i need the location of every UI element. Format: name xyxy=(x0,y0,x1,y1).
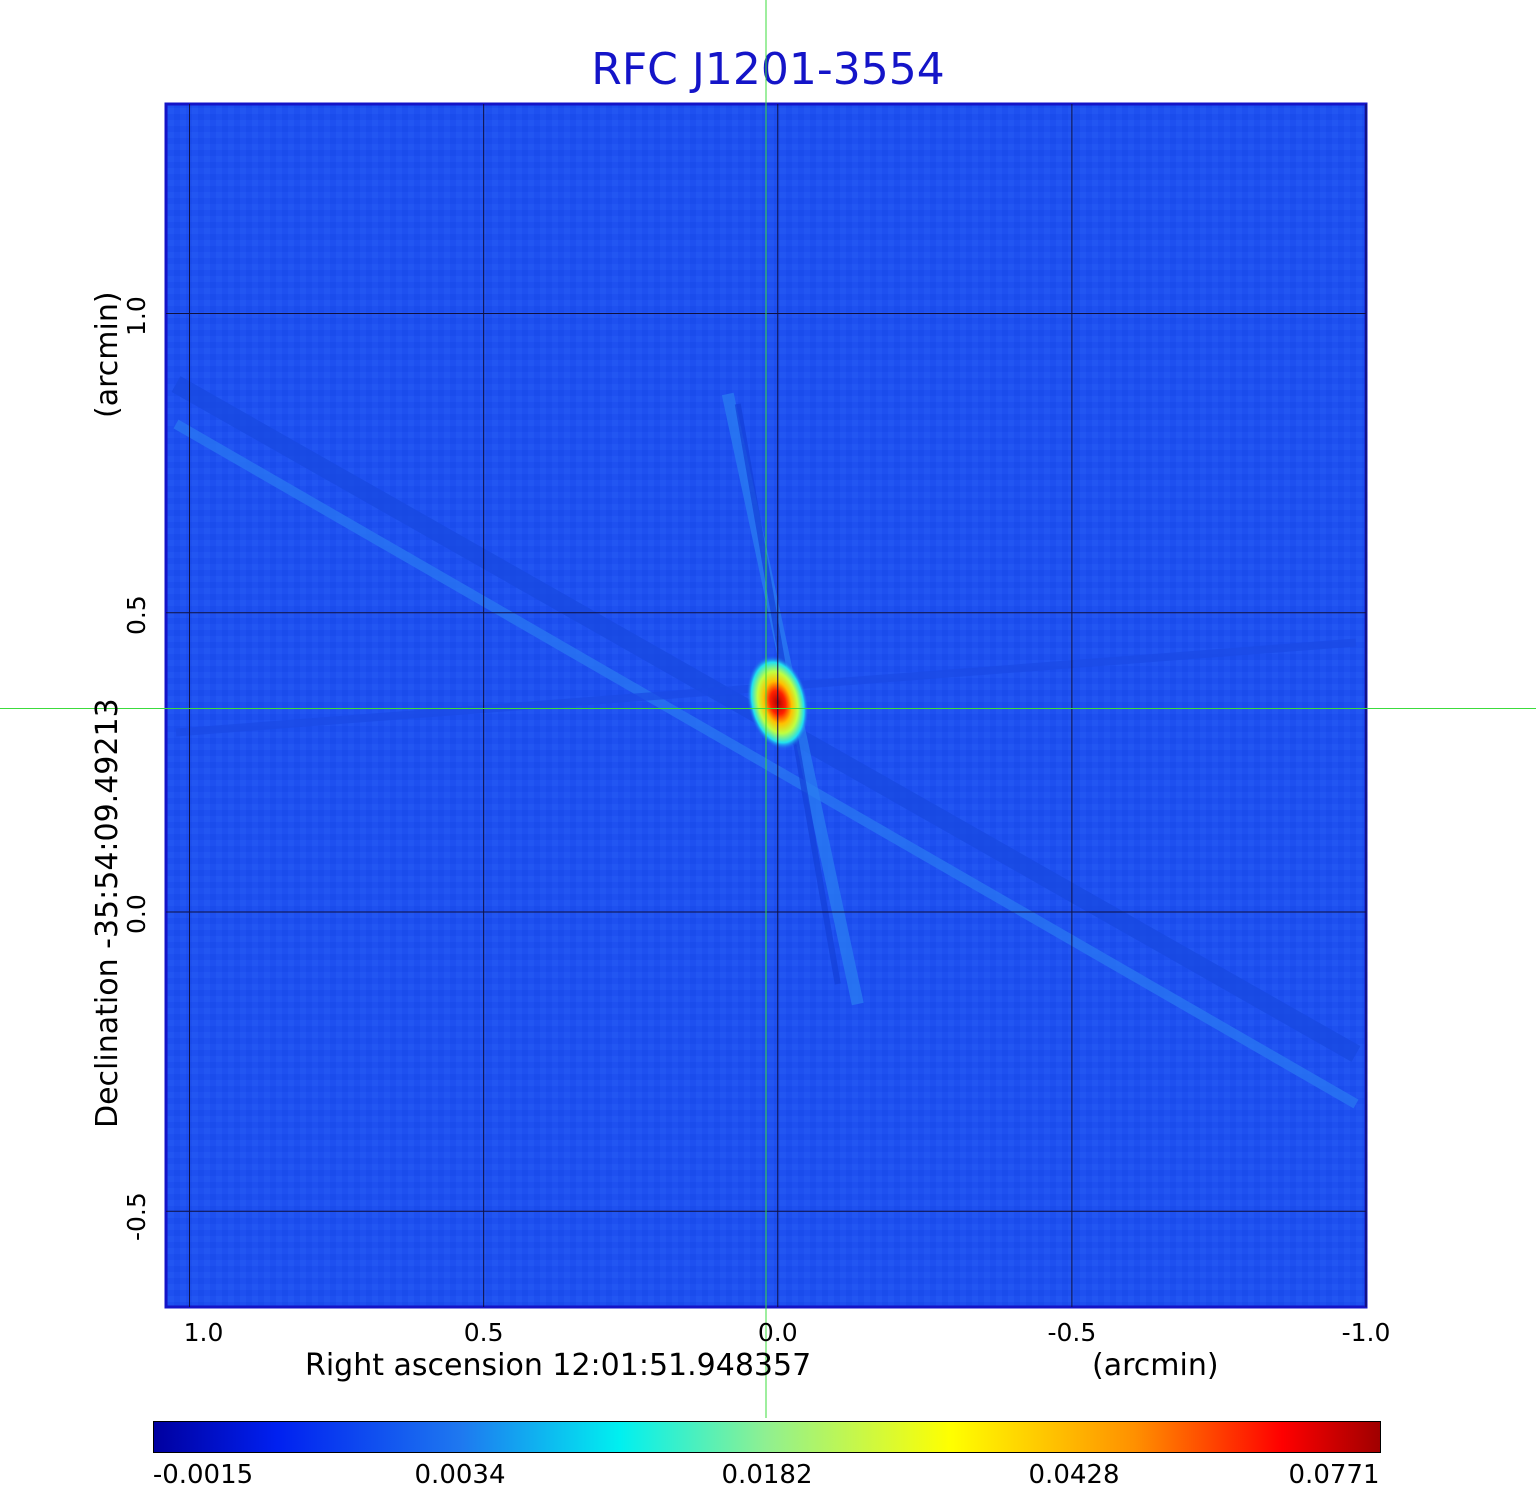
chart-title: RFC J1201-3554 xyxy=(591,44,945,95)
y-axis-label: Declination -35:54:09.49213 xyxy=(90,698,125,1128)
colorbar-tick-label: 0.0428 xyxy=(1028,1460,1120,1490)
x-tick-label: 1.0 xyxy=(183,1318,224,1347)
y-tick-label: -0.5 xyxy=(122,1192,151,1242)
colorbar-tick-label: 0.0034 xyxy=(414,1460,506,1490)
x-axis-label: Right ascension 12:01:51.948357 xyxy=(305,1348,812,1383)
colorbar-tick-label: 0.0182 xyxy=(721,1460,813,1490)
x-tick-label: 0.0 xyxy=(757,1318,798,1347)
y-tick-label: 1.0 xyxy=(122,296,151,336)
crosshair xyxy=(0,0,1536,1418)
colorbar-tick-label: 0.0771 xyxy=(1288,1460,1380,1490)
x-tick-label: -0.5 xyxy=(1047,1318,1097,1347)
x-tick-label: 0.5 xyxy=(463,1318,504,1347)
y-axis-unit: (arcmin) xyxy=(90,291,125,418)
x-axis-unit: (arcmin) xyxy=(1092,1348,1219,1383)
y-tick-label: 0.0 xyxy=(122,894,151,935)
colorbar-tick-label: -0.0015 xyxy=(152,1460,254,1490)
x-tick-label: -1.0 xyxy=(1341,1318,1391,1347)
colorbar xyxy=(153,1421,1381,1453)
y-tick-label: 0.5 xyxy=(122,595,151,636)
